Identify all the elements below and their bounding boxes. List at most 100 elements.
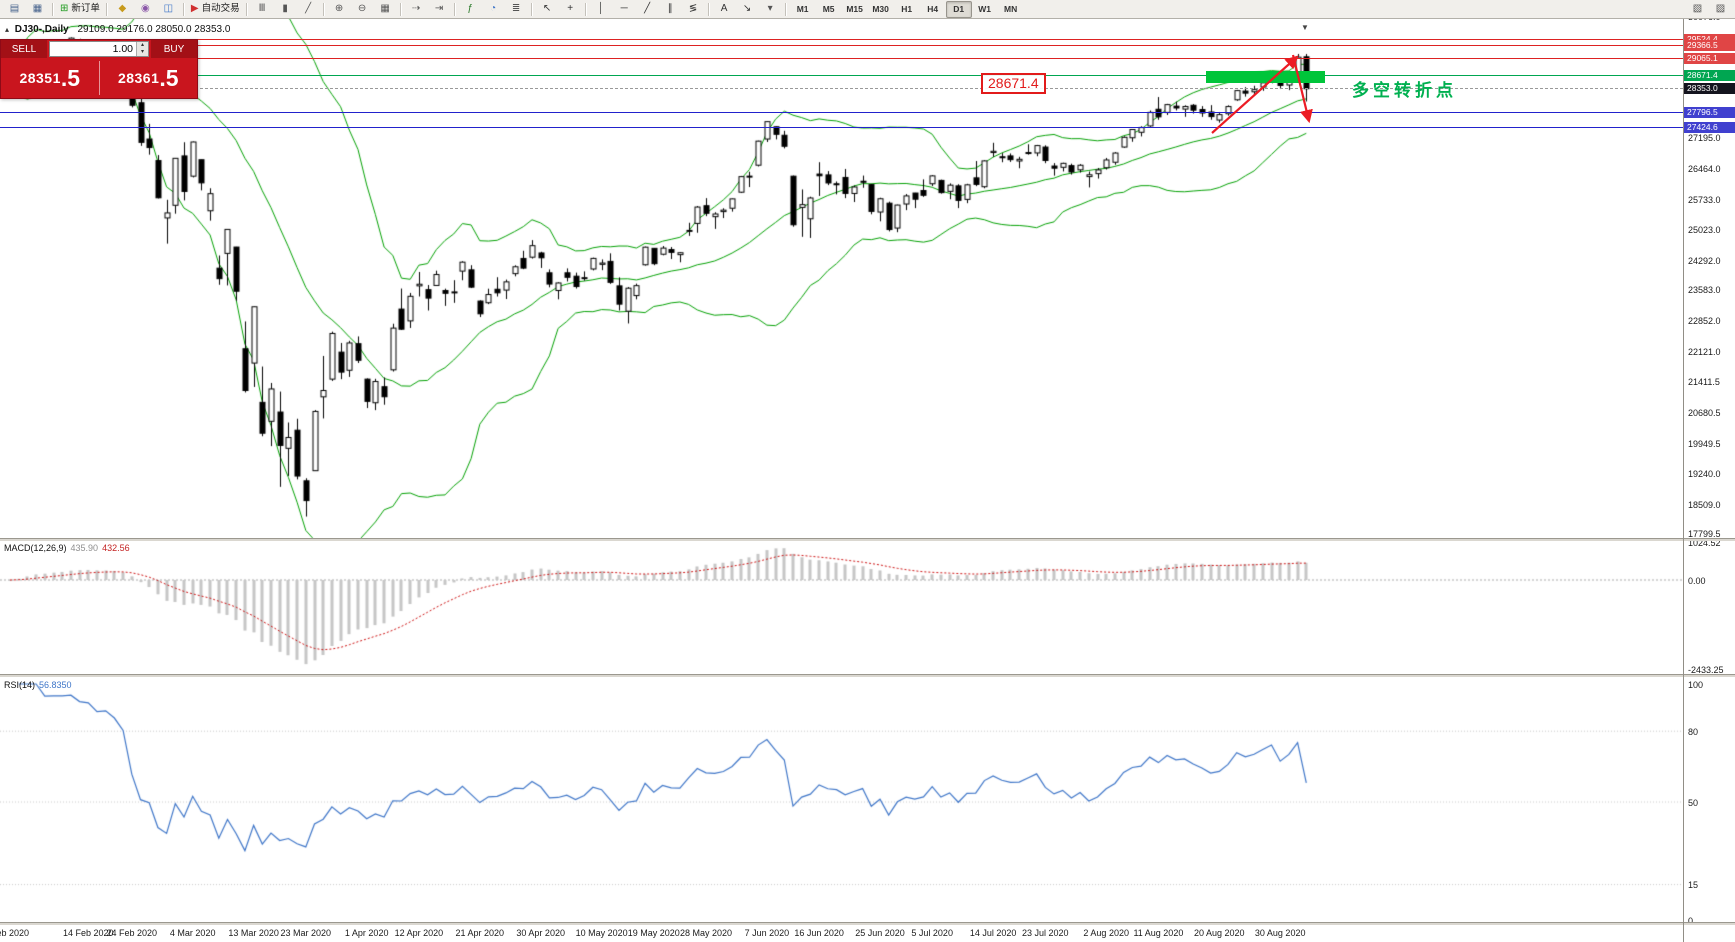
- volume-up-button[interactable]: ▴: [137, 42, 148, 49]
- indicators-icon[interactable]: ƒ: [459, 1, 482, 18]
- ohlc-values: 29109.0 29176.0 28050.0 28353.0: [77, 24, 231, 35]
- support-zone-rectangle[interactable]: [1206, 71, 1325, 83]
- price-axis-tick: 27195.0: [1688, 133, 1721, 144]
- timeframe-mn-button[interactable]: MN: [1004, 3, 1018, 14]
- terminal-icon[interactable]: ◫: [157, 1, 180, 18]
- macd-value-signal: 432.56: [102, 543, 130, 553]
- zoom-out-icon[interactable]: ⊖: [351, 1, 374, 18]
- zoom-in-icon[interactable]: ⊕: [328, 1, 351, 18]
- tile-windows-icon[interactable]: ▦: [374, 1, 397, 18]
- toolbar-separator: [52, 2, 54, 16]
- price-axis-tick: 18509.0: [1688, 499, 1721, 510]
- cursor-icon[interactable]: ↖: [536, 1, 559, 18]
- toolbar-separator: [584, 2, 587, 16]
- window-icon: ▧: [1692, 3, 1703, 14]
- volume-input[interactable]: 1.00 ▴ ▾: [49, 41, 149, 57]
- templates-icon[interactable]: ≣: [505, 1, 528, 18]
- trendline-icon[interactable]: ╱: [636, 1, 659, 18]
- timeframe-m1-button[interactable]: M1: [796, 3, 809, 14]
- horizontal-level-line[interactable]: [0, 88, 1683, 89]
- auto-scroll-icon: ⇢: [411, 3, 421, 14]
- price-axis-tick: 23583.0: [1688, 285, 1721, 296]
- price-callout-label[interactable]: 28671.4: [981, 73, 1046, 94]
- bar-chart-mode-icon[interactable]: Ⅲ: [251, 1, 274, 18]
- rsi-axis-tick: 80: [1688, 726, 1699, 737]
- autotrading-button[interactable]: ▶ 自动交易: [188, 1, 243, 18]
- timeframe-h4-button[interactable]: H4: [927, 3, 939, 14]
- timeframe-m5-button[interactable]: M5: [822, 3, 835, 14]
- chart-profiles-icon[interactable]: ▦: [26, 1, 49, 18]
- window-icon[interactable]: ▧: [1686, 1, 1709, 18]
- market-watch-icon: ◆: [118, 3, 127, 14]
- navigator-icon[interactable]: ◉: [134, 1, 157, 18]
- toolbar-separator: [784, 2, 787, 16]
- terminal-icon: ◫: [163, 3, 174, 14]
- timeframe-m15-button[interactable]: M15: [846, 3, 863, 14]
- tools-dropdown-icon[interactable]: ▾: [759, 1, 782, 18]
- scroll-to-end-icon[interactable]: ▼: [1301, 23, 1309, 32]
- trendline-icon: ╱: [644, 3, 651, 14]
- date-axis-label: Feb 2020: [0, 928, 30, 938]
- market-watch-icon[interactable]: ◆: [111, 1, 134, 18]
- text-tool-icon[interactable]: A: [713, 1, 736, 18]
- horizontal-level-line[interactable]: [0, 45, 1683, 46]
- channel-icon: ∥: [667, 3, 673, 14]
- timeframe-d1-button[interactable]: D1: [945, 0, 972, 18]
- volume-value[interactable]: 1.00: [112, 43, 133, 55]
- macd-panel-divider[interactable]: [0, 538, 1735, 541]
- price-axis-tag: 28353.0: [1684, 83, 1735, 95]
- line-chart-mode-icon[interactable]: ╱: [297, 1, 320, 18]
- new-chart-icon[interactable]: ▤: [3, 1, 26, 18]
- tile-windows-icon: ▦: [380, 3, 390, 14]
- macd-axis-tick: 0.00: [1688, 575, 1706, 586]
- print-icon[interactable]: ▨: [1709, 1, 1732, 18]
- chart-title: ▴ DJ30-,Daily 29109.0 29176.0 28050.0 28…: [5, 24, 230, 35]
- rsi-panel-divider[interactable]: [0, 674, 1735, 677]
- macd-axis-tick: 1024.52: [1688, 537, 1721, 548]
- date-axis-label: 25 Jun 2020: [855, 928, 905, 938]
- rsi-indicator-label: RSI(14) 56.8350: [4, 680, 72, 690]
- price-axis-tick: 26464.0: [1688, 163, 1721, 174]
- price-axis-tag: 27796.5: [1684, 106, 1735, 118]
- panel-expander-icon[interactable]: ▴: [5, 25, 10, 34]
- fibonacci-icon[interactable]: ≶: [682, 1, 705, 18]
- sell-button[interactable]: SELL: [1, 40, 47, 58]
- price-axis-tag: 29366.5: [1684, 40, 1735, 52]
- price-axis-tick: 24292.0: [1688, 255, 1721, 266]
- rsi-axis-tick: 0: [1688, 915, 1694, 926]
- date-axis-label: 11 Aug 2020: [1133, 928, 1184, 938]
- timeframe-h1-button[interactable]: H1: [901, 3, 913, 14]
- horizontal-level-line[interactable]: [0, 58, 1683, 59]
- horizontal-level-line[interactable]: [0, 39, 1683, 40]
- auto-scroll-icon[interactable]: ⇢: [405, 1, 428, 18]
- horizontal-line-icon[interactable]: ─: [613, 1, 636, 18]
- zoom-in-icon: ⊕: [334, 3, 344, 14]
- bar-chart-mode-icon: Ⅲ: [258, 3, 266, 14]
- buy-button[interactable]: BUY: [151, 40, 197, 58]
- toolbar-separator: [182, 2, 185, 16]
- vertical-line-icon[interactable]: │: [590, 1, 613, 18]
- volume-down-button[interactable]: ▾: [137, 49, 148, 56]
- candlestick-mode-icon[interactable]: ▮: [274, 1, 297, 18]
- price-axis-tick: 20680.5: [1688, 407, 1721, 418]
- timeframe-w1-button[interactable]: W1: [978, 3, 991, 14]
- horizontal-level-line[interactable]: [0, 112, 1683, 113]
- channel-icon[interactable]: ∥: [659, 1, 682, 18]
- crosshair-icon[interactable]: +: [559, 1, 582, 18]
- timeframe-m30-button[interactable]: M30: [872, 3, 889, 14]
- horizontal-level-line[interactable]: [0, 127, 1683, 128]
- new-order-button[interactable]: ⊞ 新订单: [57, 1, 103, 18]
- sell-price[interactable]: 28351.5: [1, 58, 99, 98]
- date-axis-label: 30 Aug 2020: [1254, 928, 1306, 938]
- trade-panel-prices: 28351.5 28361.5: [1, 58, 197, 98]
- periods-icon[interactable]: ◔: [482, 1, 505, 18]
- buy-price[interactable]: 28361.5: [100, 58, 198, 98]
- arrows-tool-icon[interactable]: ↘: [736, 1, 759, 18]
- horizontal-level-line[interactable]: [0, 75, 1683, 76]
- chart-shift-icon[interactable]: ⇥: [428, 1, 451, 18]
- trade-panel-mid-divider: [98, 61, 100, 95]
- tools-dropdown-icon: ▾: [767, 3, 773, 14]
